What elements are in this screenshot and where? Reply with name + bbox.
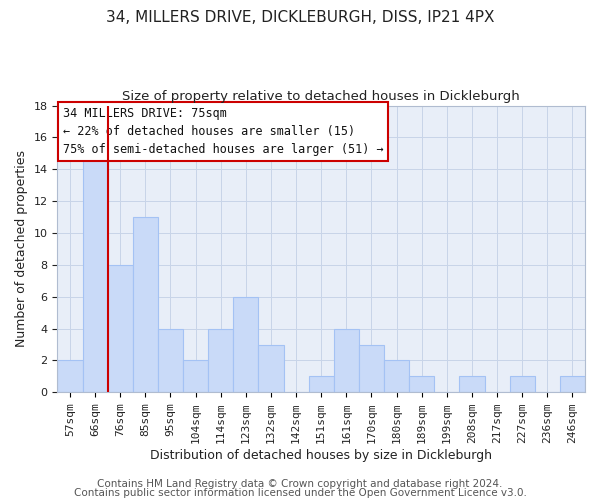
Bar <box>334 328 359 392</box>
Text: Contains public sector information licensed under the Open Government Licence v3: Contains public sector information licen… <box>74 488 526 498</box>
Y-axis label: Number of detached properties: Number of detached properties <box>15 150 28 348</box>
Bar <box>58 360 83 392</box>
X-axis label: Distribution of detached houses by size in Dickleburgh: Distribution of detached houses by size … <box>150 450 492 462</box>
Bar <box>308 376 334 392</box>
Bar <box>208 328 233 392</box>
Bar <box>509 376 535 392</box>
Text: 34, MILLERS DRIVE, DICKLEBURGH, DISS, IP21 4PX: 34, MILLERS DRIVE, DICKLEBURGH, DISS, IP… <box>106 10 494 25</box>
Bar <box>107 265 133 392</box>
Bar <box>409 376 434 392</box>
Bar <box>384 360 409 392</box>
Text: 34 MILLERS DRIVE: 75sqm
← 22% of detached houses are smaller (15)
75% of semi-de: 34 MILLERS DRIVE: 75sqm ← 22% of detache… <box>62 107 383 156</box>
Bar <box>83 154 107 392</box>
Text: Contains HM Land Registry data © Crown copyright and database right 2024.: Contains HM Land Registry data © Crown c… <box>97 479 503 489</box>
Bar <box>233 296 259 392</box>
Bar <box>158 328 183 392</box>
Bar <box>259 344 284 393</box>
Bar <box>133 217 158 392</box>
Bar <box>460 376 485 392</box>
Bar <box>560 376 585 392</box>
Bar <box>183 360 208 392</box>
Title: Size of property relative to detached houses in Dickleburgh: Size of property relative to detached ho… <box>122 90 520 103</box>
Bar <box>359 344 384 393</box>
